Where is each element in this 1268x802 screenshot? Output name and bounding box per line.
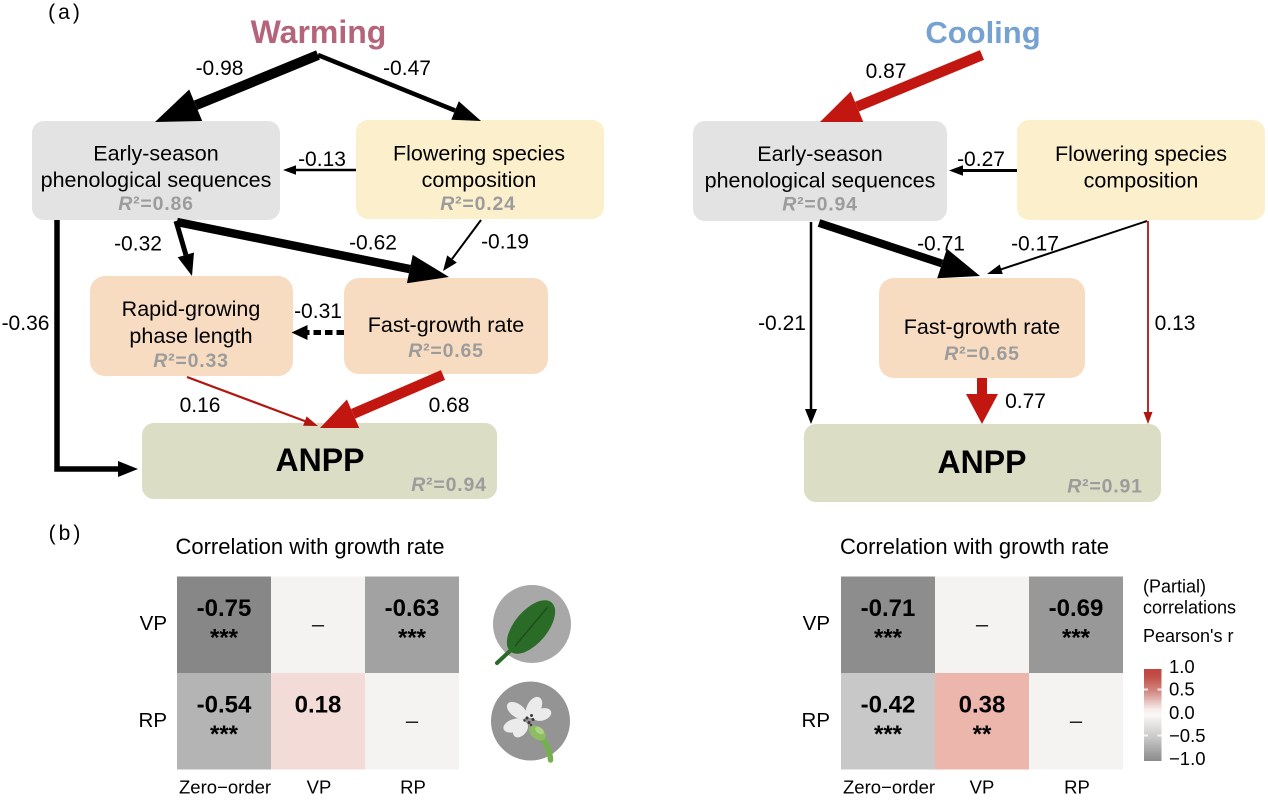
svg-text:ANPP: ANPP xyxy=(276,442,365,478)
svg-text:1.0: 1.0 xyxy=(1169,656,1195,677)
svg-text:0.18: 0.18 xyxy=(295,692,342,719)
svg-text:phenological sequences: phenological sequences xyxy=(41,168,272,192)
svg-text:RP: RP xyxy=(139,709,167,732)
svg-text:***: *** xyxy=(210,625,239,652)
svg-text:0.13: 0.13 xyxy=(1155,312,1196,335)
svg-text:Early-season: Early-season xyxy=(757,142,882,166)
svg-text:-0.31: -0.31 xyxy=(294,300,342,323)
svg-text:(b): (b) xyxy=(49,522,84,545)
svg-text:-0.21: -0.21 xyxy=(758,312,806,335)
svg-text:VP: VP xyxy=(140,612,167,635)
svg-text:–: – xyxy=(312,612,325,637)
svg-text:0.16: 0.16 xyxy=(180,394,221,417)
svg-text:R²=0.65: R²=0.65 xyxy=(944,343,1020,365)
svg-text:***: *** xyxy=(874,625,903,652)
svg-text:RP: RP xyxy=(400,777,426,798)
svg-text:R²=0.86: R²=0.86 xyxy=(118,193,194,215)
svg-text:R²=0.33: R²=0.33 xyxy=(153,350,229,372)
svg-text:Rapid-growing: Rapid-growing xyxy=(122,297,261,321)
svg-text:-0.32: -0.32 xyxy=(114,233,162,256)
svg-text:-0.71: -0.71 xyxy=(861,595,916,622)
svg-text:0.5: 0.5 xyxy=(1169,679,1195,700)
svg-text:Fast-growth rate: Fast-growth rate xyxy=(904,315,1061,339)
svg-text:-0.71: -0.71 xyxy=(917,233,965,256)
svg-text:***: *** xyxy=(874,721,903,748)
svg-text:(Partial): (Partial) xyxy=(1143,577,1206,597)
svg-text:-0.63: -0.63 xyxy=(385,595,440,622)
svg-text:Fast-growth rate: Fast-growth rate xyxy=(368,313,525,337)
svg-text:VP: VP xyxy=(803,612,830,635)
svg-text:R²=0.24: R²=0.24 xyxy=(440,193,516,215)
svg-text:Correlation with growth rate: Correlation with growth rate xyxy=(840,534,1109,559)
svg-text:-0.13: -0.13 xyxy=(298,148,346,171)
svg-text:correlations: correlations xyxy=(1143,598,1236,618)
svg-text:-0.54: -0.54 xyxy=(197,692,252,719)
svg-text:composition: composition xyxy=(1084,169,1199,193)
svg-text:−1.0: −1.0 xyxy=(1169,748,1206,769)
svg-text:–: – xyxy=(406,708,419,733)
svg-text:-0.75: -0.75 xyxy=(197,595,252,622)
svg-text:phase length: phase length xyxy=(129,324,252,348)
svg-text:Warming: Warming xyxy=(251,14,387,50)
svg-text:-0.27: -0.27 xyxy=(957,148,1005,171)
svg-text:0.87: 0.87 xyxy=(866,60,907,83)
svg-text:VP: VP xyxy=(970,777,995,798)
svg-text:Flowering species: Flowering species xyxy=(393,142,565,166)
svg-text:-0.62: -0.62 xyxy=(349,232,397,255)
svg-text:–: – xyxy=(976,612,989,637)
svg-text:Early-season: Early-season xyxy=(93,142,218,166)
svg-text:R²=0.94: R²=0.94 xyxy=(782,194,858,216)
svg-text:−0.5: −0.5 xyxy=(1169,725,1206,746)
svg-text:***: *** xyxy=(1062,625,1091,652)
svg-text:0.38: 0.38 xyxy=(959,692,1006,719)
svg-text:-0.69: -0.69 xyxy=(1049,595,1104,622)
svg-text:composition: composition xyxy=(422,168,537,192)
svg-text:R²=0.91: R²=0.91 xyxy=(1067,476,1143,498)
svg-text:-0.19: -0.19 xyxy=(481,231,529,254)
svg-text:RP: RP xyxy=(802,709,830,732)
svg-text:Cooling: Cooling xyxy=(925,15,1040,50)
svg-text:-0.42: -0.42 xyxy=(861,692,916,719)
svg-text:-0.17: -0.17 xyxy=(1011,233,1059,256)
svg-text:***: *** xyxy=(210,721,239,748)
svg-text:–: – xyxy=(1070,708,1083,733)
svg-text:Zero−order: Zero−order xyxy=(843,777,935,798)
svg-text:VP: VP xyxy=(307,777,332,798)
svg-text:**: ** xyxy=(973,721,992,748)
svg-text:Correlation with growth rate: Correlation with growth rate xyxy=(175,534,444,559)
svg-text:phenological sequences: phenological sequences xyxy=(705,169,936,193)
svg-text:Flowering species: Flowering species xyxy=(1055,142,1227,166)
svg-text:-0.98: -0.98 xyxy=(196,57,244,80)
svg-text:Zero−order: Zero−order xyxy=(179,777,271,798)
svg-text:***: *** xyxy=(398,625,427,652)
svg-text:R²=0.65: R²=0.65 xyxy=(408,340,484,362)
svg-text:Pearson's r: Pearson's r xyxy=(1143,626,1233,646)
svg-text:-0.36: -0.36 xyxy=(2,312,50,335)
svg-text:0.68: 0.68 xyxy=(429,394,470,417)
svg-text:0.77: 0.77 xyxy=(1005,390,1046,413)
svg-text:0.0: 0.0 xyxy=(1169,702,1195,723)
svg-text:R²=0.94: R²=0.94 xyxy=(411,474,487,496)
svg-text:(a): (a) xyxy=(48,1,83,24)
svg-text:ANPP: ANPP xyxy=(938,444,1027,480)
svg-text:-0.47: -0.47 xyxy=(383,57,431,80)
svg-text:RP: RP xyxy=(1064,777,1090,798)
